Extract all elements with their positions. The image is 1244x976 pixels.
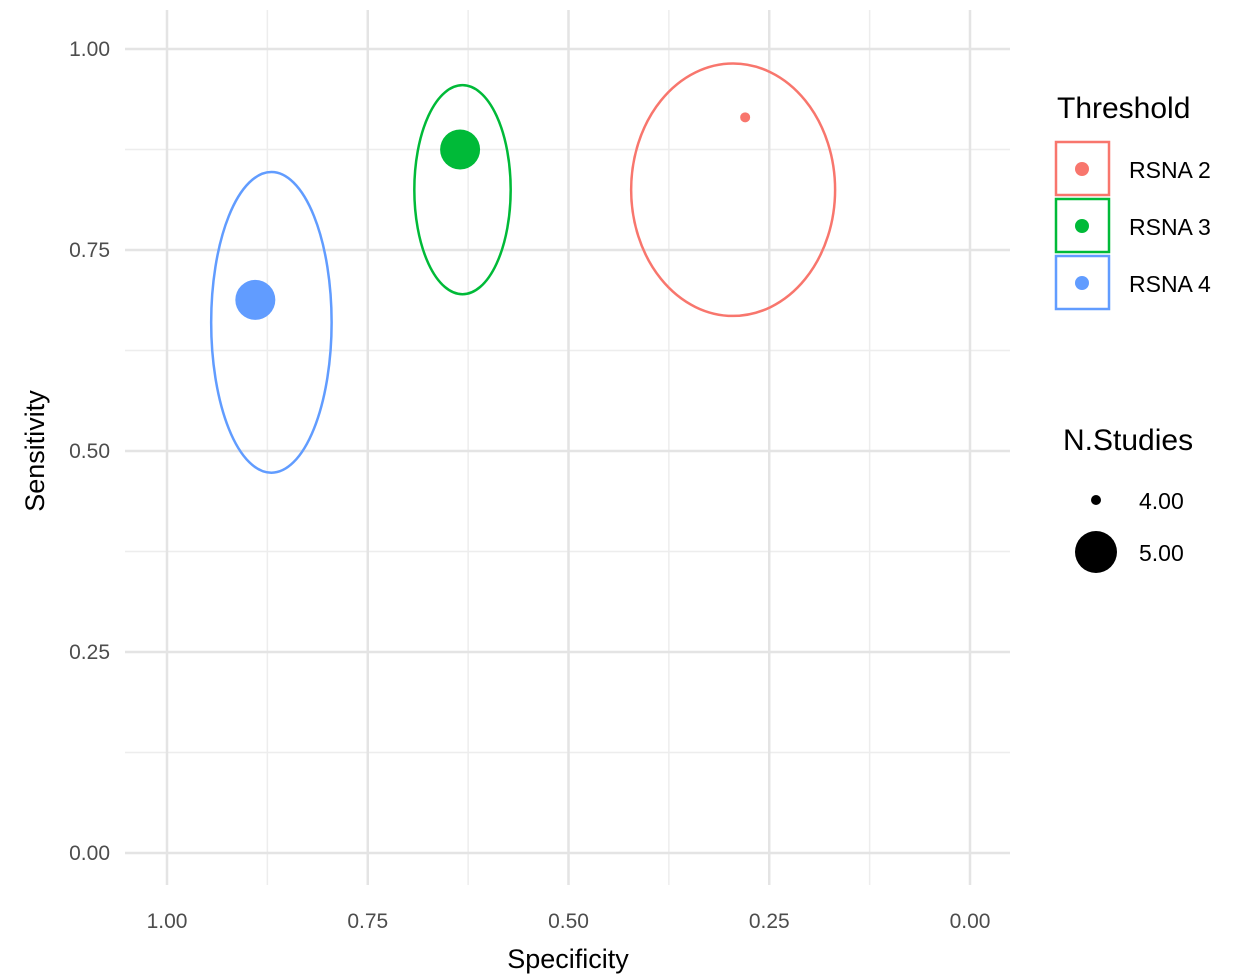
n-studies-legend-title: N.Studies xyxy=(1063,424,1193,457)
size-legend-point xyxy=(1075,531,1117,573)
x-axis-ticks: 1.00 0.75 0.50 0.25 0.00 xyxy=(147,910,991,933)
y-tick-label: 0.25 xyxy=(69,641,110,664)
confidence-ellipse xyxy=(629,62,837,318)
major-gridlines xyxy=(125,10,1010,885)
size-legend-label: 5.00 xyxy=(1139,540,1184,566)
data-point xyxy=(740,112,751,123)
legend-label: RSNA 3 xyxy=(1129,214,1211,240)
legend-key-point xyxy=(1075,219,1089,233)
y-axis-ticks: 0.00 0.25 0.50 0.75 1.00 xyxy=(69,38,110,865)
x-tick-label: 0.00 xyxy=(950,910,991,933)
x-tick-label: 0.75 xyxy=(347,910,388,933)
x-tick-label: 0.25 xyxy=(749,910,790,933)
y-axis-title: Sensitivity xyxy=(20,390,50,512)
data-point xyxy=(440,129,481,170)
y-tick-label: 0.00 xyxy=(69,842,110,865)
threshold-legend: Threshold RSNA 2 RSNA 3 RSNA 4 xyxy=(1054,92,1211,311)
legend-key-point xyxy=(1075,162,1089,176)
data-point xyxy=(235,279,276,320)
size-legend-label: 4.00 xyxy=(1139,488,1184,514)
y-tick-label: 0.50 xyxy=(69,440,110,463)
confidence-ellipses xyxy=(209,62,837,474)
x-tick-label: 0.50 xyxy=(548,910,589,933)
x-tick-label: 1.00 xyxy=(147,910,188,933)
threshold-legend-title: Threshold xyxy=(1057,92,1190,125)
legend-label: RSNA 4 xyxy=(1129,271,1211,297)
confidence-ellipse xyxy=(413,83,512,296)
n-studies-legend: N.Studies 4.00 5.00 xyxy=(1063,424,1193,573)
y-tick-label: 0.75 xyxy=(69,239,110,262)
legend-label: RSNA 2 xyxy=(1129,157,1211,183)
x-axis-title: Specificity xyxy=(507,944,629,974)
size-legend-point xyxy=(1091,495,1101,505)
confidence-ellipse xyxy=(209,170,333,474)
data-points xyxy=(235,112,751,320)
legend-key-point xyxy=(1075,276,1089,290)
y-tick-label: 1.00 xyxy=(69,38,110,61)
